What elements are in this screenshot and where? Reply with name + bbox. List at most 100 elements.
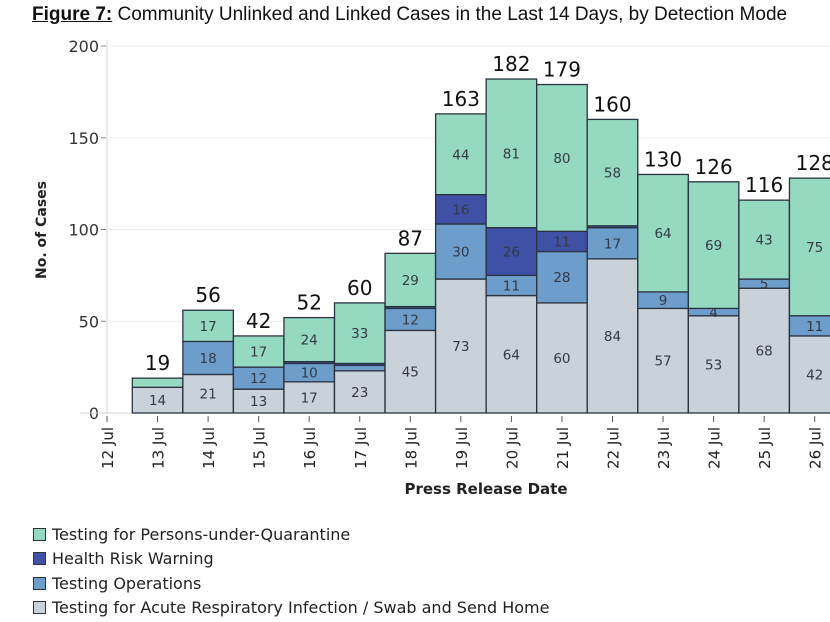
x-tick-label: 18 Jul: [402, 427, 420, 469]
bar-segment: [232, 335, 285, 368]
bar-segment: [434, 278, 487, 414]
figure-title-text: Community Unlinked and Linked Cases in t…: [112, 4, 788, 25]
bar-stack: 53 4 69: [687, 181, 740, 414]
legend-swatch-ari: [33, 601, 46, 615]
segment-data-label: 14: [149, 393, 166, 409]
x-tick-label: 22 Jul: [605, 427, 623, 469]
segment-data-label: 80: [553, 151, 570, 167]
x-tick-label: 26 Jul: [807, 427, 825, 469]
segment-data-label: 81: [503, 146, 520, 162]
x-tick-label: 17 Jul: [352, 427, 370, 469]
segment-data-label: 11: [806, 319, 823, 335]
total-data-label: 60: [347, 276, 372, 300]
x-tick-label: 19 Jul: [453, 427, 471, 469]
segment-data-label: 10: [301, 366, 318, 382]
total-data-label: 182: [492, 52, 530, 76]
bar-stack: 13 12 17: [232, 335, 285, 414]
bar-segment: [485, 227, 538, 277]
segment-data-label: 26: [503, 245, 520, 261]
bar-segment: [434, 223, 487, 280]
segment-data-label: 4: [709, 305, 718, 321]
bar-segment: [788, 335, 830, 414]
x-tick-label: 16 Jul: [301, 427, 319, 469]
bar-segment: [283, 316, 336, 363]
legend-swatch-to: [33, 576, 46, 590]
segment-data-label: 21: [200, 387, 217, 403]
total-data-label: 160: [593, 92, 631, 116]
segment-data-label: 69: [705, 238, 722, 254]
bar-stack: 57 9 64: [637, 173, 689, 414]
total-data-label: 19: [145, 351, 170, 375]
bar-stack: 14: [131, 377, 184, 414]
bar-segment: [586, 118, 639, 227]
legend-item-hrw: Health Risk Warning: [33, 547, 549, 572]
bar-segment: [131, 377, 184, 388]
bar-segment: [283, 381, 336, 414]
segment-data-label: 60: [553, 351, 570, 367]
legend-label: Testing for Persons-under-Quarantine: [52, 524, 351, 544]
segment-data-label: 73: [452, 339, 469, 355]
legend-item-to: Testing Operations: [33, 571, 549, 596]
bar-stack: 64 11 26 81: [485, 78, 538, 414]
segment-data-label: 44: [452, 147, 469, 163]
x-tick-label: 21 Jul: [554, 427, 572, 469]
segment-data-label: 84: [604, 329, 621, 345]
y-tick-label: 200: [68, 37, 99, 56]
x-tick-label: 14 Jul: [200, 427, 218, 469]
bar-stack: 21 18 17: [182, 309, 235, 414]
segment-data-label: 12: [402, 312, 419, 328]
bar-segment: [536, 250, 588, 304]
figure-number: Figure 7:: [32, 4, 113, 25]
bar-segment: [384, 252, 437, 308]
total-data-label: 116: [745, 173, 783, 197]
y-axis-title: No. of Cases: [34, 181, 50, 279]
segment-data-label: 13: [250, 394, 267, 410]
segment-data-label: 12: [250, 371, 267, 387]
bar-stack: 84 17 58: [586, 118, 639, 414]
legend: Testing for Persons-under-Quarantine Hea…: [33, 522, 549, 620]
bar-segment: [333, 364, 386, 372]
bar-segment: [434, 193, 487, 225]
segment-data-label: 18: [200, 351, 217, 367]
segment-data-label: 9: [659, 293, 668, 309]
bar-stack: 23 33: [333, 302, 386, 414]
x-tick-label: 23 Jul: [655, 427, 673, 469]
segment-data-label: 42: [806, 367, 823, 383]
legend-swatch-puq: [33, 527, 46, 541]
bar-segment: [788, 177, 830, 317]
segment-data-label: 58: [604, 166, 621, 182]
bar-segment: [586, 227, 639, 260]
segment-data-label: 45: [402, 365, 419, 381]
legend-swatch-hrw: [33, 552, 46, 566]
bar-segment: [485, 78, 538, 229]
segment-data-label: 24: [301, 333, 318, 349]
total-data-label: 87: [398, 226, 423, 250]
bar-segment: [738, 199, 791, 280]
total-data-label: 130: [644, 147, 682, 171]
segment-data-label: 16: [452, 202, 469, 218]
segment-data-label: 64: [654, 226, 671, 242]
segment-data-label: 17: [200, 319, 217, 335]
bar-segment: [131, 386, 184, 414]
segment-data-label: 11: [553, 234, 570, 250]
legend-label: Health Risk Warning: [52, 549, 214, 569]
x-tick-label: 13 Jul: [150, 427, 168, 469]
y-tick-label: 150: [68, 129, 99, 148]
bar-stack: 17 10 24: [283, 316, 336, 414]
segment-data-label: 23: [351, 385, 368, 401]
bar-stack: 60 28 11 80: [536, 83, 588, 414]
segment-data-label: 75: [806, 240, 823, 256]
segment-data-label: 33: [351, 326, 368, 342]
bar-segment: [687, 181, 740, 310]
bar-stack: 45 12 29: [384, 252, 437, 414]
x-tick-label: 20 Jul: [503, 427, 521, 469]
figure-title: Figure 7: Community Unlinked and Linked …: [32, 4, 787, 26]
total-data-label: 179: [543, 58, 581, 82]
bar-segment: [536, 302, 588, 414]
total-data-label: 52: [296, 291, 321, 315]
legend-label: Testing Operations: [52, 573, 202, 593]
legend-label: Testing for Acute Respiratory Infection …: [52, 598, 550, 618]
segment-data-label: 43: [756, 233, 773, 249]
bar-segment: [182, 309, 235, 343]
